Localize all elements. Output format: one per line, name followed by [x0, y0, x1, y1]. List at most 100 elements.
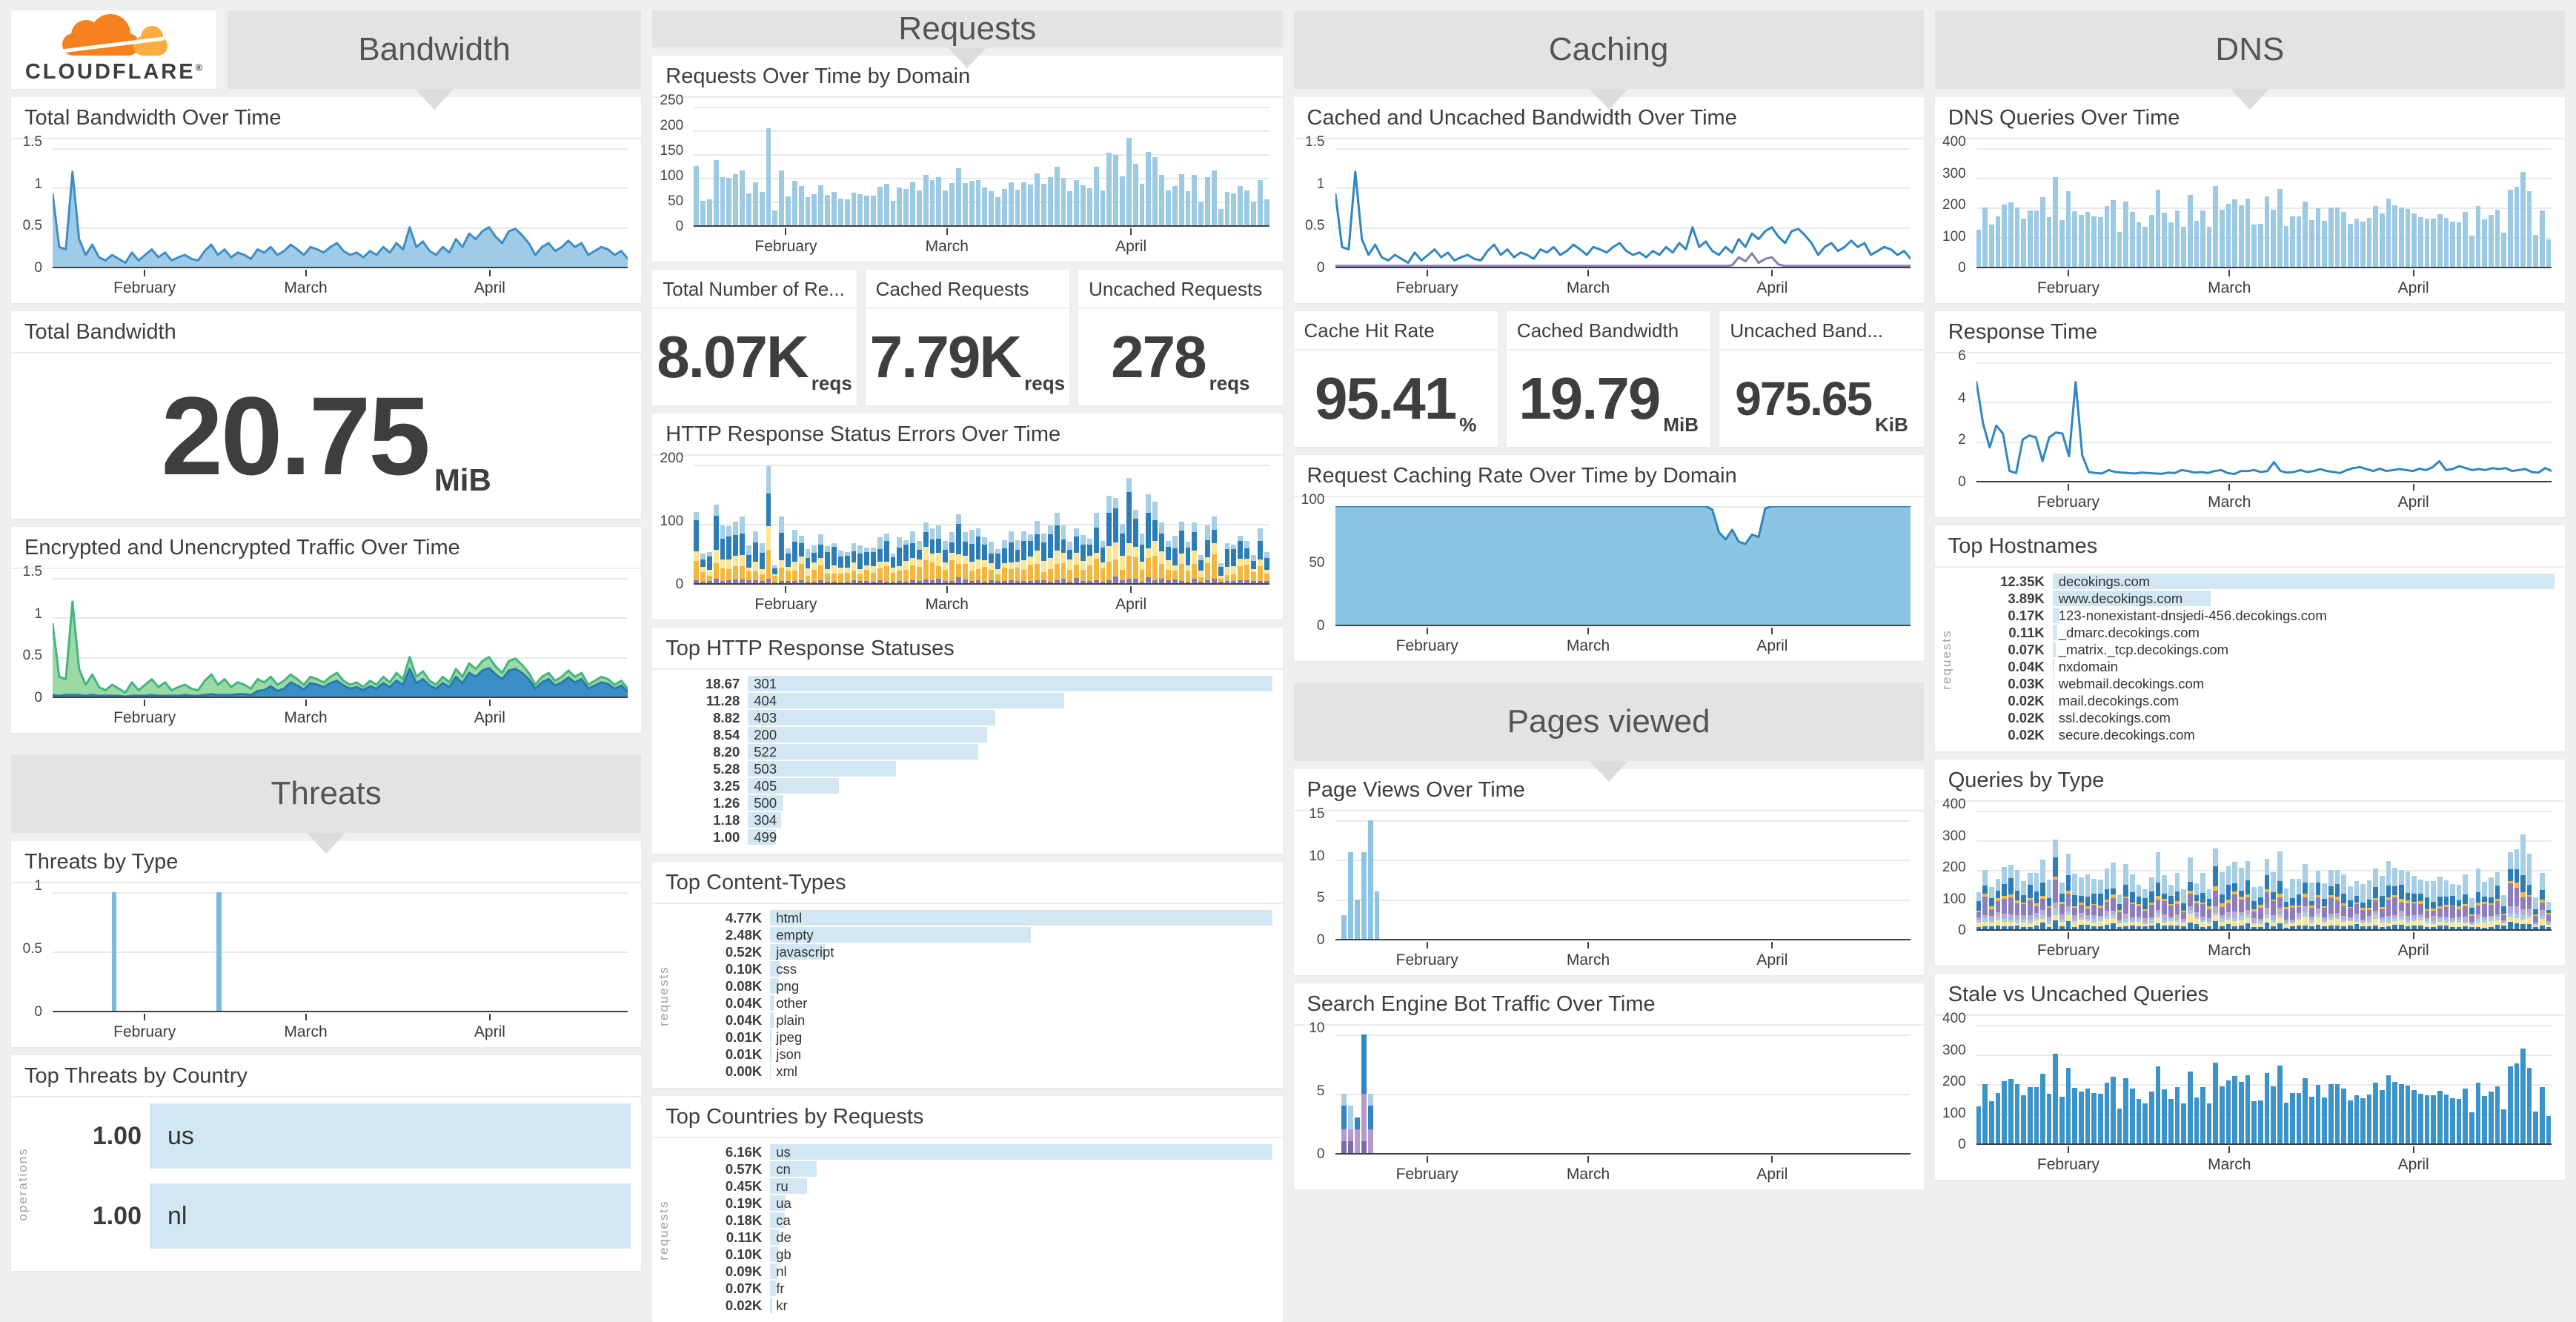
- stat-unit: reqs: [811, 372, 852, 394]
- item-label: ua: [776, 1195, 791, 1211]
- cloudflare-logo: CLOUDFLARE®: [11, 10, 216, 89]
- list-item: 5.28 503: [664, 761, 1272, 777]
- item-value: 5.28: [713, 760, 740, 777]
- item-bar: [748, 829, 777, 845]
- notch-icon: [1589, 89, 1628, 110]
- requests-over-time-chart[interactable]: 0 50 100 150 200 250 February March April: [654, 93, 1278, 260]
- month-label: April: [1115, 596, 1147, 613]
- month-label: February: [1395, 1166, 1458, 1183]
- panel-dns-queries: DNS Queries Over Time 0 100 200 300 400 Febru…: [1934, 97, 2565, 303]
- total-bandwidth-over-time-chart[interactable]: 0 0.5 1 1.5 February March April: [13, 134, 637, 302]
- bars: [694, 107, 1269, 225]
- month-label: March: [1566, 279, 1610, 296]
- caching-rate-chart[interactable]: 0 50 100 February March April: [1295, 492, 1919, 660]
- panel-total-bandwidth-over-time: Total Bandwidth Over Time 0 0.5 1 1.5 Februa…: [11, 97, 642, 303]
- top-hostnames-list[interactable]: requests 12.35K decokings.com 3.89K www.deco…: [1935, 568, 2565, 751]
- list-item: 0.10K css: [686, 961, 1272, 977]
- top-http-statuses-list[interactable]: 18.67 301 11.28 404 8.82 403 8.54 200 8.20 522 5.2…: [652, 670, 1282, 854]
- plot-area: [53, 892, 628, 1012]
- item-value: 18.67: [705, 675, 740, 691]
- panel-caching-rate: Request Caching Rate Over Time by Domain…: [1293, 455, 1924, 661]
- item-value: 8.54: [713, 726, 740, 743]
- axis-label: operations: [16, 1147, 30, 1221]
- stat-unit: %: [1459, 413, 1477, 436]
- caching-bandwidth-chart[interactable]: 0 0.5 1 1.5 February March April: [1295, 134, 1919, 302]
- panel-title: Cached Requests: [865, 270, 1070, 309]
- list-item: 0.07K fr: [686, 1281, 1272, 1296]
- month-label: March: [1566, 637, 1610, 654]
- list-item: 0.02K secure.decokings.com: [1969, 727, 2555, 743]
- item-value: 0.45K: [725, 1177, 763, 1194]
- panel-title: Cache Hit Rate: [1293, 311, 1498, 351]
- list-item: 0.02K ssl.decokings.com: [1969, 710, 2555, 725]
- panel-response-time: Response Time 0 2 4 6 February March April: [1934, 311, 2565, 517]
- month-label: February: [2036, 279, 2099, 296]
- y-axis: 0 5 10 15: [1309, 806, 1325, 948]
- item-value: 0.57K: [725, 1160, 763, 1177]
- list-item: 1.18 304: [664, 812, 1272, 828]
- list-item: 1.00 nl: [45, 1183, 631, 1249]
- item-value: 4.77K: [725, 909, 763, 926]
- list-item: 4.77K html: [686, 910, 1272, 926]
- bot-traffic-chart[interactable]: 0 5 10 February March April: [1295, 1020, 1919, 1188]
- item-label: _dmarc.decokings.com: [2058, 625, 2200, 640]
- bars: [53, 892, 628, 1011]
- notch-icon: [2230, 89, 2269, 110]
- panel-top-countries: Top Countries by Requests requests 6.16K u…: [652, 1096, 1283, 1322]
- panel-title: Uncached Requests: [1078, 270, 1283, 309]
- item-label: gb: [776, 1246, 791, 1262]
- encrypted-traffic-chart[interactable]: 0 0.5 1 1.5 February March April: [13, 564, 637, 731]
- panel-top-threats-by-country: Top Threats by Country operations 1.00 us 1…: [11, 1055, 642, 1271]
- item-value: 0.07K: [2008, 641, 2045, 657]
- panel-bot-traffic: Search Engine Bot Traffic Over Time 0 5 10…: [1293, 983, 1924, 1189]
- x-axis: February March April: [53, 700, 628, 731]
- x-axis: February March April: [1335, 628, 1911, 660]
- x-axis: February March April: [1976, 484, 2552, 516]
- response-time-chart[interactable]: 0 2 4 6 February March April: [1936, 348, 2560, 516]
- y-axis: 0 50 100 150 200 250: [660, 93, 684, 234]
- item-bar: [2052, 625, 2057, 640]
- item-label: 405: [754, 778, 777, 794]
- item-bar: [748, 761, 897, 777]
- http-errors-chart[interactable]: 0 100 200 February March April: [654, 451, 1278, 618]
- plot-area: [1335, 148, 1911, 268]
- item-label: decokings.com: [2058, 574, 2151, 589]
- item-label: webmail.decokings.com: [2058, 676, 2205, 691]
- queries-by-type-chart[interactable]: 0 100 200 300 400 February March April: [1936, 797, 2560, 964]
- list-item: 8.20 522: [664, 744, 1272, 760]
- panel-title: Encrypted and Unencrypted Traffic Over T…: [11, 527, 642, 569]
- panel-page-views: Page Views Over Time 0 5 10 15 February March…: [1293, 769, 1924, 975]
- plot-area: [1976, 148, 2552, 268]
- cache-hit-rate-card: Cache Hit Rate 95.41%: [1293, 311, 1498, 447]
- panel-title: Top Content-Types: [652, 862, 1283, 904]
- item-bar: [748, 778, 840, 794]
- month-label: April: [2397, 494, 2429, 511]
- top-countries-list[interactable]: requests 6.16K us 0.57K cn 0.45K ru 0.19K ua 0.18…: [652, 1138, 1282, 1322]
- item-value: 0.01K: [725, 1046, 763, 1062]
- item-bar: [770, 1212, 785, 1228]
- x-axis: February March April: [1976, 1146, 2552, 1178]
- panel-title: Stale vs Uncached Queries: [1934, 974, 2565, 1016]
- total-requests-card: Total Number of Re... 8.07K reqs: [652, 270, 857, 405]
- top-threats-by-country-list[interactable]: operations 1.00 us 1.00 nl: [11, 1097, 641, 1271]
- item-label: html: [776, 910, 803, 926]
- list-item: 0.00K xml: [686, 1063, 1272, 1079]
- total-bandwidth-stat: 20.75 MiB: [11, 353, 641, 519]
- item-value: 8.20: [713, 743, 740, 760]
- stale-queries-chart[interactable]: 0 100 200 300 400 February March April: [1936, 1011, 2560, 1178]
- top-content-types-list[interactable]: requests 4.77K html 2.48K empty 0.52K javascri…: [652, 904, 1282, 1088]
- x-axis: February March April: [1976, 270, 2552, 302]
- month-label: February: [2036, 494, 2099, 511]
- cached-requests-card: Cached Requests 7.79K reqs: [865, 270, 1070, 405]
- threats-by-type-chart[interactable]: 0 0.5 1 February March April: [13, 878, 637, 1046]
- item-value: 1.00: [713, 828, 740, 845]
- item-label: jpeg: [776, 1029, 803, 1045]
- month-label: March: [2208, 494, 2251, 511]
- dns-queries-chart[interactable]: 0 100 200 300 400 February March April: [1936, 134, 2560, 302]
- item-label: 522: [754, 744, 777, 760]
- panel-title: Top Threats by Country: [11, 1055, 642, 1097]
- page-views-chart[interactable]: 0 5 10 15 February March April: [1295, 806, 1919, 974]
- cloudflare-wordmark: CLOUDFLARE®: [24, 59, 203, 84]
- uncached-requests-card: Uncached Requests 278 reqs: [1078, 270, 1283, 405]
